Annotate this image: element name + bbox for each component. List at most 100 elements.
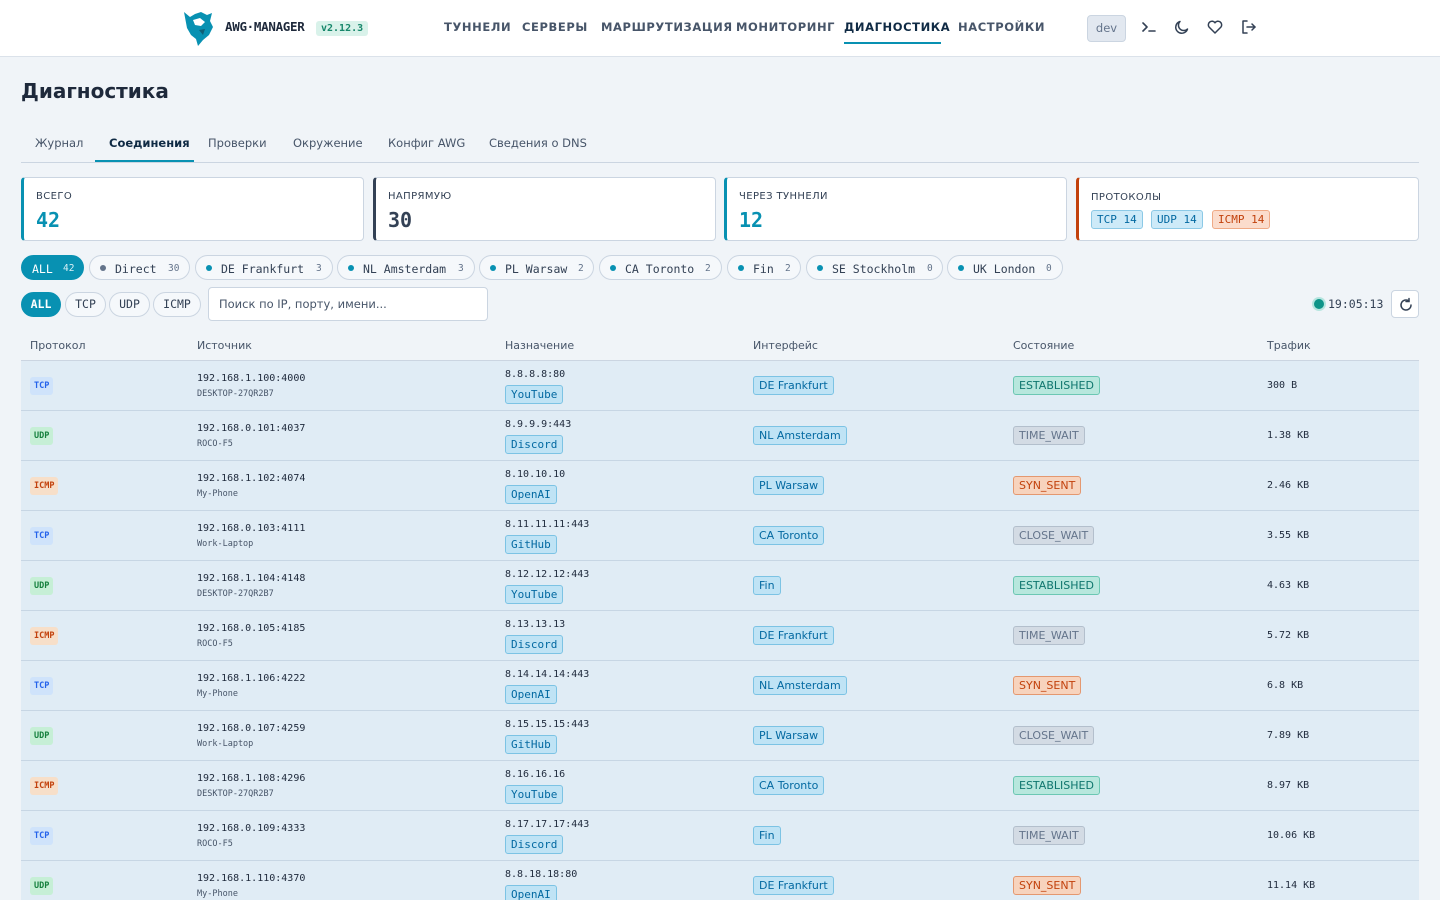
chip-count: 0 xyxy=(927,263,933,274)
protocol-tag: UDP xyxy=(30,727,54,745)
tab-journal[interactable]: Журнал xyxy=(35,136,84,150)
source-host: DESKTOP-27QR2B7 xyxy=(197,789,274,799)
proto-filter-udp[interactable]: UDP xyxy=(109,292,150,317)
interface-tag: DE Frankfurt xyxy=(753,626,834,645)
search-input[interactable] xyxy=(208,287,488,321)
proto-filter-all[interactable]: ALL xyxy=(21,292,61,317)
table-row[interactable]: TCP 192.168.0.103:4111 Work-Laptop 8.11.… xyxy=(21,511,1419,561)
table-row[interactable]: ICMP 192.168.1.108:4296 DESKTOP-27QR2B7 … xyxy=(21,761,1419,811)
column-header-destination[interactable]: Назначение xyxy=(505,339,575,352)
status-dot xyxy=(958,265,964,271)
table-row[interactable]: ICMP 192.168.0.105:4185 ROCO-F5 8.13.13.… xyxy=(21,611,1419,661)
terminal-icon[interactable] xyxy=(1140,18,1158,36)
interface-tag: NL Amsterdam xyxy=(753,426,847,445)
chip-count: 2 xyxy=(785,263,791,274)
traffic-value: 8.97 KB xyxy=(1267,780,1310,791)
source-host: DESKTOP-27QR2B7 xyxy=(197,389,274,399)
destination-ip: 8.14.14.14:443 xyxy=(505,669,590,680)
destination-service-tag: GitHub xyxy=(505,535,557,554)
tab-checks[interactable]: Проверки xyxy=(208,136,267,150)
iface-filter-pl-warsaw[interactable]: PL Warsaw 2 xyxy=(479,255,594,280)
interface-tag: PL Warsaw xyxy=(753,726,825,745)
chip-label: CA Toronto xyxy=(625,262,695,276)
interface-tag: CA Toronto xyxy=(753,526,825,545)
table-row[interactable]: UDP 192.168.1.110:4370 My-Phone 8.8.18.1… xyxy=(21,861,1419,900)
protocol-count-tcp: TCP 14 xyxy=(1091,210,1143,229)
iface-filter-de-frankfurt[interactable]: DE Frankfurt 3 xyxy=(195,255,333,280)
source-ip: 192.168.1.102:4074 xyxy=(197,473,306,484)
nav-diagnostics[interactable]: ДИАГНОСТИКА xyxy=(844,20,951,34)
dev-mode-button[interactable]: dev xyxy=(1087,15,1126,42)
nav-servers[interactable]: СЕРВЕРЫ xyxy=(522,20,588,34)
heart-icon[interactable] xyxy=(1206,18,1224,36)
table-row[interactable]: UDP 192.168.1.104:4148 DESKTOP-27QR2B7 8… xyxy=(21,561,1419,611)
source-ip: 192.168.1.108:4296 xyxy=(197,773,306,784)
nav-monitoring[interactable]: МОНИТОРИНГ xyxy=(736,20,836,34)
connections-table-header: Протокол Источник Назначение Интерфейс С… xyxy=(21,333,1419,361)
destination-service-tag: YouTube xyxy=(505,585,564,604)
stat-value: 30 xyxy=(388,208,413,232)
moon-icon[interactable] xyxy=(1173,18,1191,36)
column-header-protocol[interactable]: Протокол xyxy=(30,339,86,352)
status-dot xyxy=(100,265,106,271)
state-badge: CLOSE_WAIT xyxy=(1013,726,1095,745)
proto-filter-icmp[interactable]: ICMP xyxy=(153,292,201,317)
column-header-interface[interactable]: Интерфейс xyxy=(753,339,818,352)
destination-ip: 8.16.16.16 xyxy=(505,769,566,780)
stat-card-total: ВСЕГО 42 xyxy=(21,177,364,241)
page-title: Диагностика xyxy=(21,79,169,103)
chip-count: 0 xyxy=(1046,263,1052,274)
destination-ip: 8.11.11.11:443 xyxy=(505,519,590,530)
nav-settings[interactable]: НАСТРОЙКИ xyxy=(958,20,1046,34)
protocol-tag: ICMP xyxy=(30,777,59,795)
chip-count: 3 xyxy=(458,263,464,274)
nav-routing[interactable]: МАРШРУТИЗАЦИЯ xyxy=(601,20,733,34)
interface-tag: DE Frankfurt xyxy=(753,876,834,895)
column-header-state[interactable]: Состояние xyxy=(1013,339,1075,352)
iface-filter-uk-london[interactable]: UK London 0 xyxy=(947,255,1063,280)
destination-ip: 8.17.17.17:443 xyxy=(505,819,590,830)
status-dot xyxy=(610,265,616,271)
column-header-traffic[interactable]: Трафик xyxy=(1267,339,1311,352)
nav-tunnels[interactable]: ТУННЕЛИ xyxy=(444,20,512,34)
iface-filter-ca-toronto[interactable]: CA Toronto 2 xyxy=(599,255,722,280)
state-badge: TIME_WAIT xyxy=(1013,826,1085,845)
rhino-logo-icon[interactable] xyxy=(181,9,215,47)
protocol-tag: TCP xyxy=(30,677,54,695)
iface-filter-direct[interactable]: Direct 30 xyxy=(89,255,190,280)
destination-service-tag: OpenAI xyxy=(505,485,557,504)
table-row[interactable]: ICMP 192.168.1.102:4074 My-Phone 8.10.10… xyxy=(21,461,1419,511)
traffic-value: 11.14 KB xyxy=(1267,880,1316,891)
chip-count: 2 xyxy=(705,263,711,274)
traffic-value: 4.63 KB xyxy=(1267,580,1310,591)
iface-filter-fin[interactable]: Fin 2 xyxy=(727,255,801,280)
table-row[interactable]: TCP 192.168.1.106:4222 My-Phone 8.14.14.… xyxy=(21,661,1419,711)
tab-awg-config[interactable]: Конфиг AWG xyxy=(388,136,466,150)
table-row[interactable]: UDP 192.168.0.101:4037 ROCO-F5 8.9.9.9:4… xyxy=(21,411,1419,461)
source-host: Work-Laptop xyxy=(197,539,254,549)
proto-filter-tcp[interactable]: TCP xyxy=(65,292,106,317)
iface-filter-all[interactable]: ALL 42 xyxy=(21,255,84,280)
iface-filter-se-stockholm[interactable]: SE Stockholm 0 xyxy=(806,255,943,280)
chip-label: PL Warsaw xyxy=(505,262,568,276)
tab-dns-info[interactable]: Сведения о DNS xyxy=(489,136,587,150)
table-row[interactable]: TCP 192.168.1.100:4000 DESKTOP-27QR2B7 8… xyxy=(21,361,1419,411)
column-header-source[interactable]: Источник xyxy=(197,339,252,352)
destination-ip: 8.9.9.9:443 xyxy=(505,419,572,430)
iface-filter-nl-amsterdam[interactable]: NL Amsterdam 3 xyxy=(337,255,475,280)
chip-count: 3 xyxy=(316,263,322,274)
status-dot xyxy=(817,265,823,271)
destination-ip: 8.12.12.12:443 xyxy=(505,569,590,580)
destination-service-tag: OpenAI xyxy=(505,685,557,704)
stat-value: 42 xyxy=(36,208,61,232)
tab-environment[interactable]: Окружение xyxy=(293,136,363,150)
logout-icon[interactable] xyxy=(1240,18,1258,36)
table-row[interactable]: UDP 192.168.0.107:4259 Work-Laptop 8.15.… xyxy=(21,711,1419,761)
table-row[interactable]: TCP 192.168.0.109:4333 ROCO-F5 8.17.17.1… xyxy=(21,811,1419,861)
chip-label: UK London xyxy=(973,262,1036,276)
refresh-button[interactable] xyxy=(1391,290,1419,318)
status-dot xyxy=(348,265,354,271)
tab-connections[interactable]: Соединения xyxy=(109,136,190,150)
destination-service-tag: Discord xyxy=(505,435,564,454)
destination-service-tag: YouTube xyxy=(505,785,564,804)
